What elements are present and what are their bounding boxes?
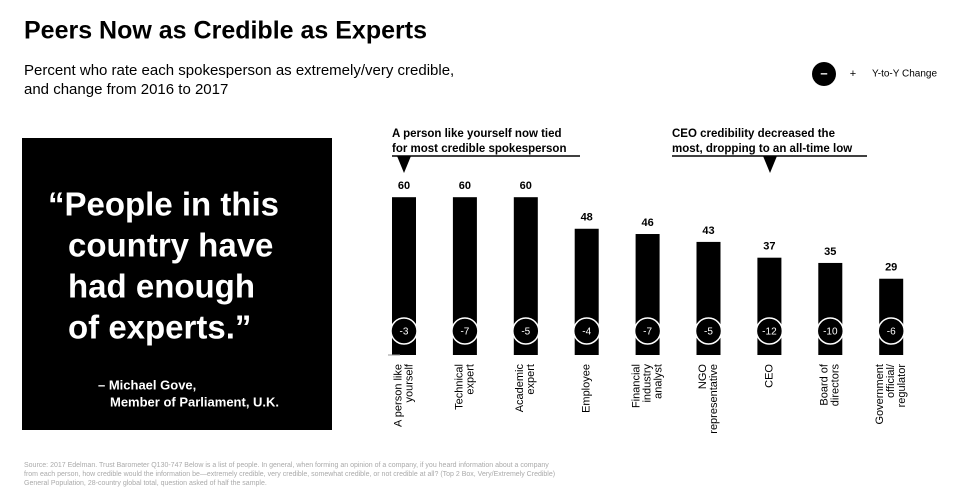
change-label: -3	[400, 327, 409, 338]
x-tick-label: yourself	[403, 363, 415, 402]
x-tick-label: Board of	[819, 363, 831, 406]
subtitle: and change from 2016 to 2017	[24, 81, 228, 98]
quote-line: had enough	[68, 268, 255, 305]
change-label: -10	[823, 327, 838, 338]
source: General Population, 28-country global to…	[24, 480, 267, 487]
annotation-arrow	[397, 156, 411, 173]
x-tick-label: analyst	[653, 364, 665, 399]
x-tick-label: regulator	[896, 364, 908, 408]
legend-label: Y-to-Y Change	[872, 69, 937, 80]
change-circle	[633, 317, 662, 345]
x-tick-label: representative	[708, 364, 720, 434]
change-circle	[816, 317, 845, 345]
change-label: -5	[521, 327, 530, 338]
value-label: 35	[824, 246, 836, 258]
annotation: most, dropping to an all-time low	[672, 143, 852, 155]
x-tick-label: A person like	[392, 364, 404, 427]
quote-line: “People in this	[48, 186, 279, 223]
legend-circle	[812, 62, 836, 86]
quote-line: country have	[68, 227, 273, 264]
annotation-arrow	[763, 156, 777, 173]
value-label: 60	[520, 180, 532, 192]
change-label: -7	[460, 327, 469, 338]
x-tick-label: NGO	[697, 364, 709, 390]
change-circle	[512, 317, 540, 345]
annotation: CEO credibility decreased the	[672, 128, 835, 140]
value-label: 46	[641, 217, 653, 229]
legend-plus: +	[850, 68, 856, 80]
value-label: 60	[398, 180, 410, 192]
subtitle: Percent who rate each spokesperson as ex…	[24, 62, 454, 79]
value-label: 48	[581, 212, 593, 224]
annotation: A person like yourself now tied	[392, 128, 562, 140]
x-tick-label: expert	[464, 364, 476, 395]
legend-minus: –	[820, 65, 827, 80]
value-label: 60	[459, 180, 471, 192]
x-tick-label: Government	[874, 364, 886, 425]
source: Source: 2017 Edelman. Trust Barometer Q1…	[24, 462, 549, 469]
x-tick-label: industry	[642, 364, 654, 403]
value-label: 43	[702, 225, 714, 237]
attribution: – Michael Gove,	[98, 377, 196, 392]
x-tick-label: Employee	[581, 364, 593, 413]
change-circle	[572, 317, 601, 345]
change-circle	[694, 317, 723, 345]
x-tick-label: directors	[830, 364, 842, 407]
change-circle	[877, 317, 905, 345]
title: Peers Now as Credible as Experts	[24, 17, 427, 45]
change-label: -12	[762, 327, 777, 338]
quote-box	[22, 138, 332, 430]
value-label: 29	[885, 262, 897, 274]
change-circle	[390, 317, 418, 345]
x-tick-label: Academic	[514, 364, 526, 413]
change-circle	[755, 317, 784, 345]
x-tick-label: Technical	[453, 364, 465, 410]
annotation: for most credible spokesperson	[392, 143, 566, 155]
source: from each person, how credible would the…	[24, 471, 555, 478]
value-label: 37	[763, 241, 775, 253]
x-tick-label: official/	[885, 363, 897, 398]
change-label: -7	[643, 327, 652, 338]
change-label: -4	[582, 327, 591, 338]
x-tick-label: CEO	[763, 364, 775, 388]
change-label: -6	[887, 327, 896, 338]
attribution: Member of Parliament, U.K.	[110, 394, 279, 409]
x-tick-label: expert	[525, 364, 537, 395]
change-label: -5	[704, 327, 713, 338]
quote-line: of experts.”	[68, 309, 251, 346]
x-tick-label: Financial	[631, 364, 643, 408]
change-circle	[451, 317, 479, 345]
